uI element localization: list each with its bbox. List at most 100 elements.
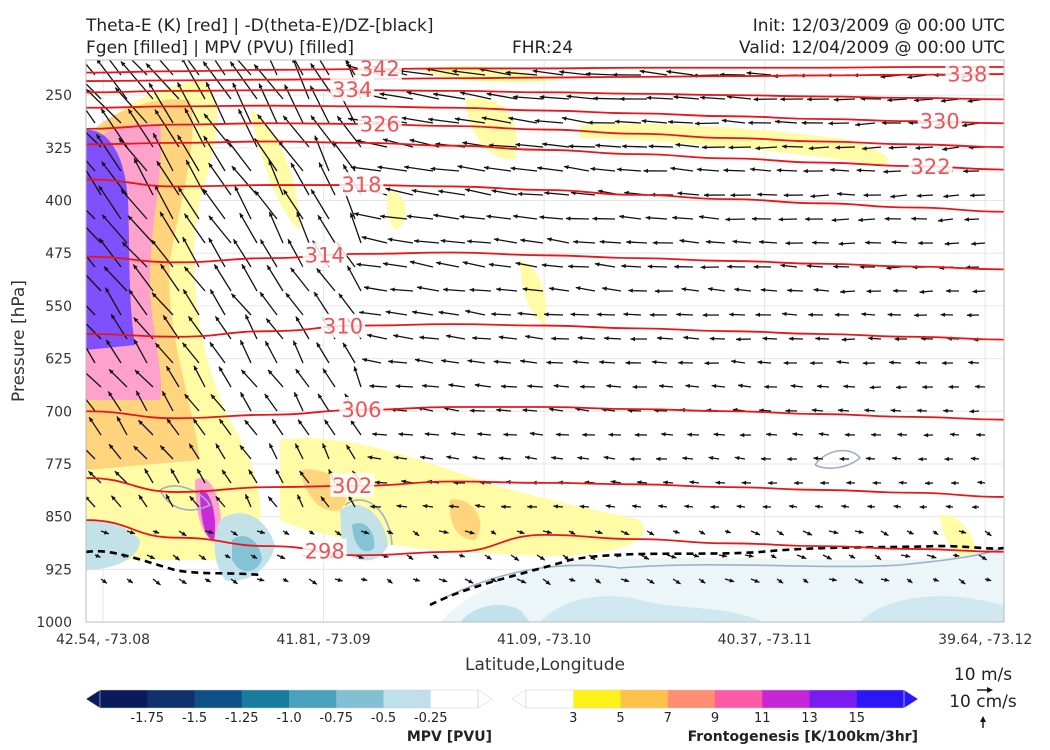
wind-vector-head bbox=[127, 215, 133, 221]
wind-vector-head bbox=[254, 64, 259, 70]
wind-vector-head bbox=[469, 530, 475, 535]
wind-vector-head bbox=[356, 262, 362, 267]
wind-vector-arrow bbox=[296, 211, 310, 244]
wind-vector-head bbox=[918, 456, 923, 462]
wind-vector-head bbox=[374, 480, 380, 485]
wind-vector-arrow bbox=[254, 190, 278, 220]
wind-vector-head bbox=[240, 340, 245, 346]
wind-vector-head bbox=[145, 63, 151, 69]
wind-vector-head bbox=[493, 359, 499, 364]
wind-vector-head bbox=[954, 553, 960, 558]
wind-vector-head bbox=[792, 432, 798, 437]
wind-vector-arrow bbox=[120, 188, 148, 220]
wind-vector-head bbox=[430, 166, 436, 172]
wind-vector-head bbox=[893, 288, 898, 294]
wind-vector-head bbox=[515, 142, 521, 147]
wind-vector-head bbox=[656, 336, 662, 341]
wind-vector-head bbox=[181, 60, 186, 63]
wind-vector-arrow bbox=[154, 109, 180, 148]
wind-vector-head bbox=[748, 553, 754, 558]
wind-vector-head bbox=[203, 135, 208, 141]
wind-vector-head bbox=[460, 91, 465, 96]
wind-vector-head bbox=[757, 192, 762, 197]
wind-vector-head bbox=[933, 577, 939, 582]
wind-vector-head bbox=[801, 554, 807, 559]
wind-vector-head bbox=[850, 554, 856, 559]
wind-vector-head bbox=[166, 418, 172, 424]
y-tick-label: 325 bbox=[45, 141, 72, 157]
wind-vector-head bbox=[292, 60, 297, 64]
wind-vector-head bbox=[775, 119, 780, 124]
wind-vector-head bbox=[788, 504, 794, 509]
wind-vector-head bbox=[969, 193, 975, 198]
axes: Latitude,Longitude Pressure [hPa] 250 325… bbox=[9, 88, 1032, 675]
wind-vector-head bbox=[364, 530, 370, 535]
wind-vector-arrow bbox=[214, 60, 226, 76]
x-tick-label: 41.09, -73.10 bbox=[497, 632, 591, 648]
wind-vector-head bbox=[813, 456, 819, 461]
wind-vector-head bbox=[678, 360, 683, 365]
wind-vector-head bbox=[862, 360, 868, 366]
wind-vector-head bbox=[178, 187, 183, 193]
wind-vector-head bbox=[298, 419, 303, 425]
wind-vector-head bbox=[705, 239, 711, 245]
wind-vector-head bbox=[258, 32, 262, 37]
wind-vector-head bbox=[658, 504, 663, 509]
theta-e-label-bg bbox=[339, 172, 384, 197]
wind-vector-head bbox=[898, 480, 904, 485]
wind-vector-head bbox=[122, 553, 128, 558]
wind-vector-head bbox=[483, 165, 489, 171]
wind-vector-head bbox=[181, 579, 187, 584]
wind-vector-head bbox=[547, 237, 552, 242]
wind-vector-head bbox=[941, 360, 947, 366]
wind-vector-head bbox=[395, 384, 401, 389]
wind-vector-head bbox=[685, 383, 691, 389]
wind-vector-head bbox=[95, 553, 101, 558]
wind-vector-head bbox=[940, 312, 946, 317]
wind-vector-head bbox=[612, 72, 618, 78]
y-tick-label: 625 bbox=[45, 352, 72, 368]
wind-vector-head bbox=[438, 189, 443, 194]
fgen-colorbar-extend-low bbox=[511, 689, 527, 709]
theta-e-label-bg bbox=[908, 153, 953, 178]
wind-vector-head bbox=[534, 118, 540, 124]
wind-vector-arrow bbox=[156, 160, 180, 196]
wind-vector-head bbox=[527, 384, 532, 389]
wind-vector-arrow bbox=[101, 161, 128, 196]
wind-vector-arrow bbox=[86, 88, 122, 124]
wind-vector-head bbox=[754, 578, 760, 583]
wind-vector-head bbox=[760, 287, 766, 293]
wind-vector-head bbox=[219, 39, 224, 44]
wind-vector-head bbox=[962, 122, 967, 128]
y-tick-label: 250 bbox=[45, 88, 72, 104]
filled-field-region bbox=[940, 514, 976, 560]
wind-vector-head bbox=[215, 443, 220, 449]
wind-vector-head bbox=[86, 446, 87, 448]
filled-field-region bbox=[86, 129, 135, 350]
wind-vector-head bbox=[208, 237, 213, 243]
wind-vector-arrow bbox=[159, 211, 180, 244]
wind-vector-head bbox=[732, 239, 738, 244]
wind-vector-head bbox=[424, 431, 430, 437]
wind-vector-head bbox=[491, 311, 496, 317]
wind-vector-head bbox=[684, 504, 689, 509]
dthetae-dz-contour bbox=[86, 549, 261, 577]
wind-vector-head bbox=[881, 120, 887, 126]
wind-vector-arrow bbox=[512, 96, 544, 100]
wind-vector-head bbox=[89, 417, 94, 423]
wind-vector-head bbox=[152, 292, 157, 298]
wind-vector-head bbox=[103, 266, 109, 272]
wind-vector-head bbox=[343, 164, 348, 170]
wind-vector-head bbox=[781, 144, 787, 149]
wind-vector-head bbox=[736, 504, 742, 509]
wind-vector-head bbox=[283, 115, 288, 121]
wind-vector-head bbox=[698, 214, 704, 220]
wind-vector-arrow bbox=[404, 166, 434, 172]
wind-vector-head bbox=[184, 266, 189, 272]
wind-vector-head bbox=[388, 359, 393, 364]
wind-vector-arrow bbox=[104, 287, 122, 316]
wind-vector-head bbox=[284, 530, 290, 535]
wind-vector-arrow bbox=[209, 289, 226, 316]
wind-vector-head bbox=[79, 158, 83, 163]
wind-vector-head bbox=[266, 318, 271, 324]
